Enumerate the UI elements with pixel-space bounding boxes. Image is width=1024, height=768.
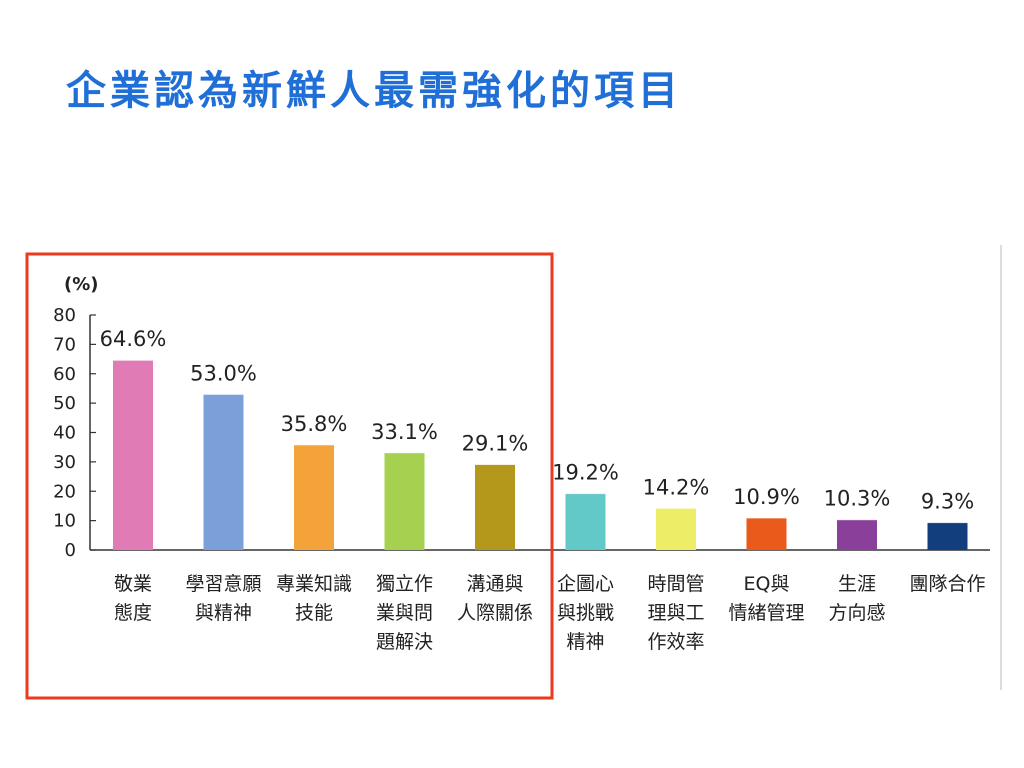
y-tick-label: 70 [53, 334, 76, 355]
category-label: 作效率 [647, 631, 704, 653]
value-label: 64.6% [100, 327, 167, 351]
category-label: 時間管 [647, 573, 704, 595]
category-label: 與挑戰 [557, 602, 614, 624]
chart-bars [113, 359, 968, 550]
bar [384, 452, 425, 550]
bar [203, 394, 244, 550]
value-label: 9.3% [921, 490, 974, 514]
y-tick-label: 30 [53, 452, 76, 473]
category-label: 學習意願 [185, 573, 261, 595]
category-label: 與精神 [195, 602, 252, 624]
category-label: 企圖心 [557, 573, 614, 595]
category-label: 態度 [114, 602, 152, 624]
value-label: 35.8% [281, 412, 348, 436]
y-tick-label: 80 [53, 305, 76, 326]
category-label: 人際關係 [457, 602, 533, 624]
value-label: 29.1% [462, 432, 529, 456]
category-label: 獨立作 [376, 573, 433, 595]
y-tick-label: 10 [53, 511, 76, 532]
bar [837, 519, 877, 550]
value-label: 33.1% [371, 420, 438, 444]
value-label: 10.9% [733, 485, 800, 509]
y-tick-label: 0 [65, 540, 76, 561]
bar [565, 493, 606, 550]
bar [294, 444, 334, 550]
category-label: 溝通與 [466, 573, 523, 595]
value-label: 53.0% [190, 361, 257, 385]
value-label: 10.3% [824, 487, 891, 511]
bar [475, 464, 515, 550]
category-label: 精神 [566, 631, 604, 653]
value-label: 19.2% [552, 461, 619, 485]
value-label: 14.2% [643, 475, 710, 499]
category-label: 專業知識 [276, 573, 352, 595]
category-label: 敬業 [114, 573, 152, 595]
category-label: 理與工 [647, 602, 704, 624]
category-label: 方向感 [828, 602, 885, 624]
bar [746, 517, 787, 550]
chart-axes: (%) 0 10 20 30 40 50 60 70 80 [53, 245, 1002, 690]
y-tick-label: 50 [53, 393, 76, 414]
slide-title: 企業認為新鮮人最需強化的項目 [66, 67, 682, 114]
bar [656, 508, 696, 550]
category-label: 技能 [295, 602, 333, 624]
category-label: 情緒管理 [728, 602, 804, 624]
y-axis-unit: (%) [64, 274, 99, 295]
highlight-box [25, 252, 554, 700]
y-tick-label: 20 [53, 481, 76, 502]
category-label: 業與問 [376, 602, 433, 624]
y-tick-label: 60 [53, 364, 76, 385]
category-label: EQ與 [744, 573, 790, 595]
y-tick-label: 40 [53, 423, 76, 444]
bar [113, 360, 153, 550]
category-label: 團隊合作 [909, 573, 985, 595]
bar [927, 522, 968, 550]
category-label: 題解決 [376, 631, 433, 653]
category-label: 生涯 [838, 573, 876, 595]
